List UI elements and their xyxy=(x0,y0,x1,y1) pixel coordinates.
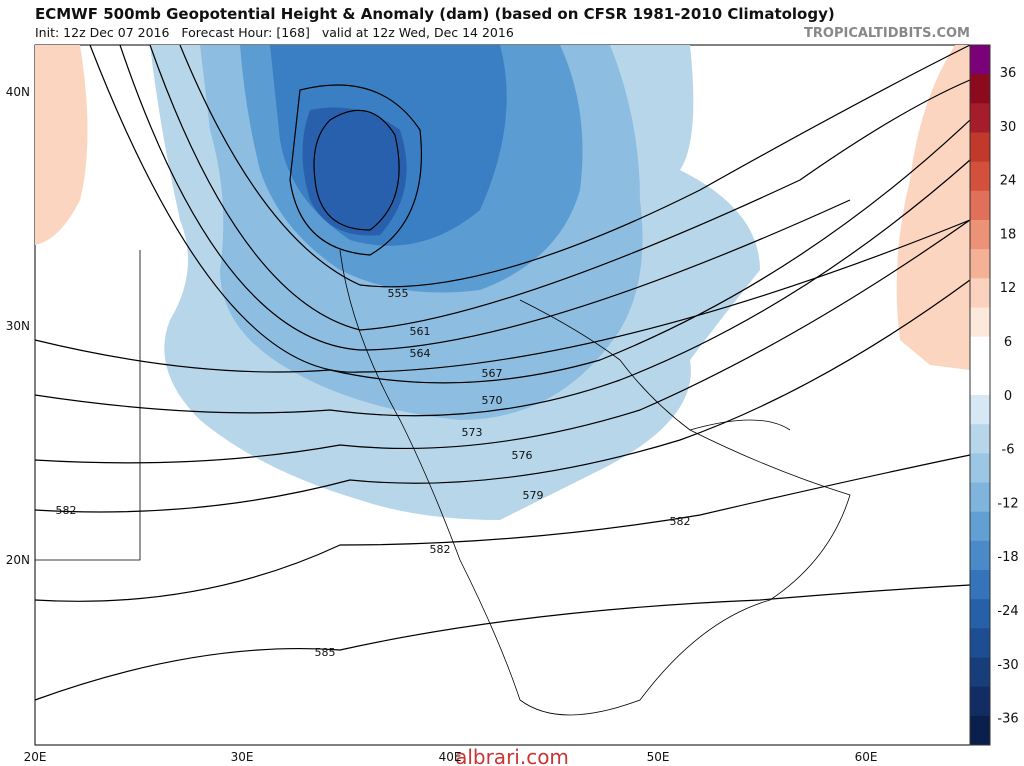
colorbar-label: 6 xyxy=(1004,335,1012,350)
lon-label: 60E xyxy=(855,750,878,764)
colorbar-swatch xyxy=(970,307,990,338)
lat-label: 30N xyxy=(6,319,30,333)
colorbar-label: -36 xyxy=(997,712,1018,727)
colorbar-swatch xyxy=(970,336,990,367)
colorbar-swatch xyxy=(970,511,990,542)
contour-label: 555 xyxy=(388,287,409,300)
contour-label: 582 xyxy=(56,504,77,517)
colorbar-label: 30 xyxy=(1000,120,1017,135)
contour-label: 570 xyxy=(482,394,503,407)
contour-label: 576 xyxy=(512,449,533,462)
colorbar-swatch xyxy=(970,570,990,600)
contour-label: 585 xyxy=(315,646,336,659)
colorbar-swatch xyxy=(970,424,990,454)
colorbar-label: -18 xyxy=(997,550,1018,565)
contour-label: 582 xyxy=(670,515,691,528)
contour-label: 561 xyxy=(410,325,431,338)
lon-label: 30E xyxy=(231,750,254,764)
contour-label: 564 xyxy=(410,347,431,360)
watermark: albrari.com xyxy=(455,745,569,766)
colorbar-swatch xyxy=(970,540,990,571)
colorbar-swatch xyxy=(970,657,990,688)
contour-label: 579 xyxy=(523,489,544,502)
colorbar-swatch xyxy=(970,482,990,513)
colorbar-label: 0 xyxy=(1004,389,1012,404)
height-contours xyxy=(34,44,971,701)
lon-label: 50E xyxy=(647,750,670,764)
contour-label: 567 xyxy=(482,367,503,380)
colorbar-label: 36 xyxy=(1000,66,1017,81)
colorbar-label: -24 xyxy=(997,604,1018,619)
lon-label: 20E xyxy=(24,750,47,764)
colorbar-label: 24 xyxy=(1000,174,1017,189)
colorbar-label: 12 xyxy=(1000,281,1017,296)
colorbar-label: -6 xyxy=(1002,443,1015,458)
colorbar: 36 30 24 18 12 6 0 -6 -12 -18 -24 -30 -36 xyxy=(969,44,1019,746)
subtitle: Init: 12z Dec 07 2016 Forecast Hour: [16… xyxy=(35,25,514,40)
colorbar-swatch xyxy=(970,628,990,658)
colorbar-swatch xyxy=(970,161,990,192)
lat-label: 20N xyxy=(6,553,30,567)
colorbar-swatch xyxy=(970,686,990,717)
colorbar-swatch xyxy=(970,249,990,279)
colorbar-label: 18 xyxy=(1000,227,1017,242)
coastlines xyxy=(35,249,851,716)
colorbar-swatch xyxy=(970,395,990,425)
colorbar-swatch xyxy=(970,278,990,308)
lat-label: 40N xyxy=(6,85,30,99)
title: ECMWF 500mb Geopotential Height & Anomal… xyxy=(35,5,835,23)
colorbar-frame xyxy=(969,44,991,746)
colorbar-swatch xyxy=(970,220,990,250)
lon-label: 40E xyxy=(439,750,462,764)
colorbar-swatch xyxy=(970,132,990,163)
colorbar-label: -30 xyxy=(997,658,1018,673)
anomaly-fill xyxy=(35,45,970,520)
colorbar-swatch xyxy=(970,715,990,746)
contour-label: 573 xyxy=(462,426,483,439)
colorbar-swatch xyxy=(970,74,990,104)
colorbar-swatch xyxy=(970,599,990,629)
colorbar-label: -12 xyxy=(997,496,1018,511)
contour-label: 582 xyxy=(430,543,451,556)
colorbar-swatch xyxy=(970,365,990,396)
colorbar-swatch xyxy=(970,45,990,75)
colorbar-swatch xyxy=(970,103,990,133)
colorbar-swatch xyxy=(970,190,990,221)
colorbar-swatch xyxy=(970,453,990,483)
source: TROPICALTIDBITS.COM xyxy=(804,26,970,41)
